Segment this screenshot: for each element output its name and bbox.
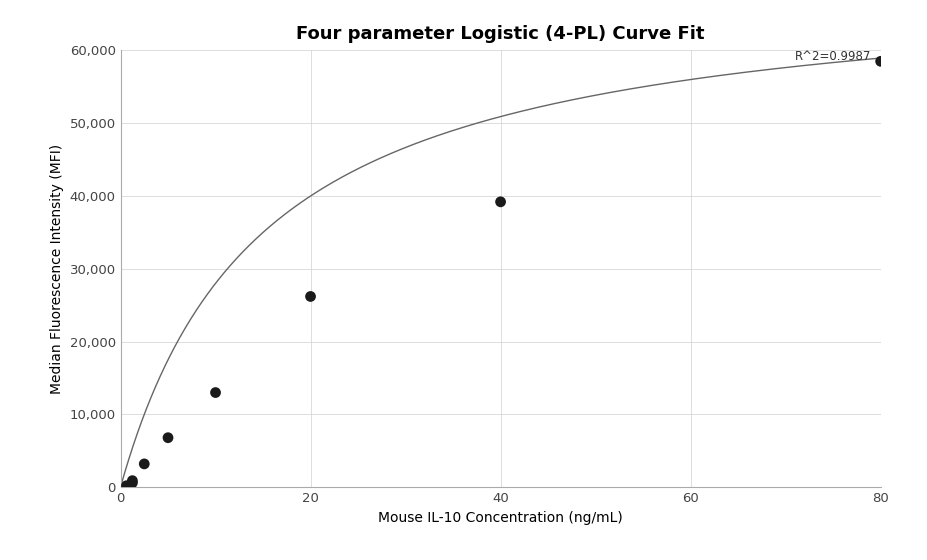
Y-axis label: Median Fluorescence Intensity (MFI): Median Fluorescence Intensity (MFI) [50, 144, 64, 394]
Point [493, 197, 508, 206]
X-axis label: Mouse IL-10 Concentration (ng/mL): Mouse IL-10 Concentration (ng/mL) [378, 511, 623, 525]
Text: R^2=0.9987: R^2=0.9987 [794, 50, 871, 63]
Point [119, 481, 133, 490]
Point [208, 388, 222, 397]
Point [160, 433, 175, 442]
Point [125, 478, 140, 487]
Point [137, 459, 152, 468]
Point [303, 292, 318, 301]
Point [125, 476, 140, 485]
Title: Four parameter Logistic (4-PL) Curve Fit: Four parameter Logistic (4-PL) Curve Fit [297, 25, 705, 43]
Point [873, 57, 888, 66]
